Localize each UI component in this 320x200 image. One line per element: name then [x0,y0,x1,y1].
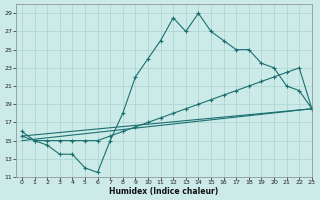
X-axis label: Humidex (Indice chaleur): Humidex (Indice chaleur) [109,187,218,196]
